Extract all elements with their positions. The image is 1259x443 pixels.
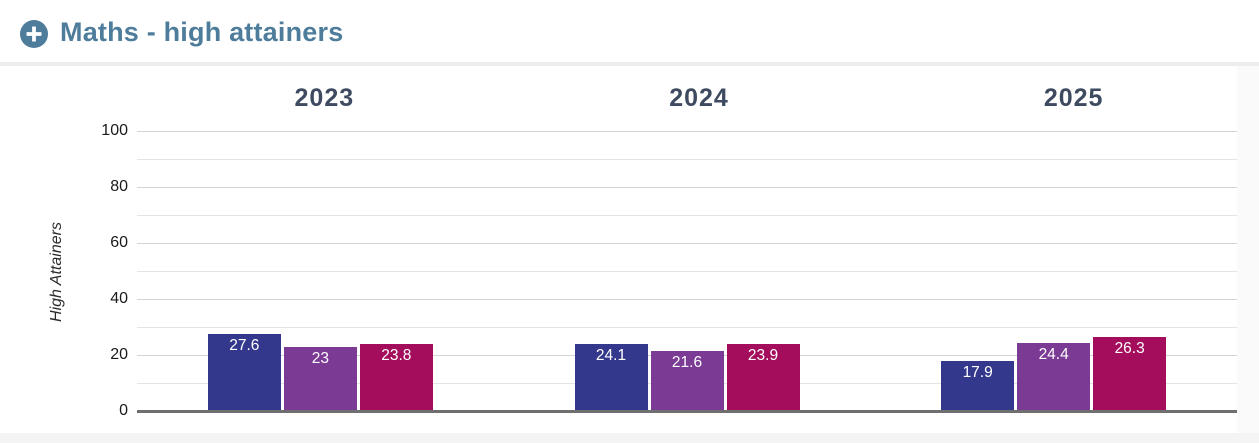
bar-value-label: 24.1 (595, 346, 627, 364)
y-axis-tick-label-80: 80 (110, 178, 128, 195)
bar-purple-2025[interactable]: 24.4 (1017, 342, 1091, 411)
gridline-60 (137, 243, 1237, 244)
gridline-50 (137, 271, 1237, 272)
bar-group-2023: 27.6 23 23.8 (207, 131, 433, 411)
chart-header: Maths - high attainers (0, 0, 1259, 62)
bar-value-label: 23.9 (747, 347, 779, 365)
y-axis-tick-label-60: 60 (110, 234, 128, 251)
right-gutter (1237, 66, 1259, 433)
plot-area: 27.6 23 23.8 24.1 21.6 23.9 17.9 24.4 26.3 (137, 131, 1237, 413)
bar-purple-2024[interactable]: 21.6 (650, 350, 724, 411)
bar-group-2024: 24.1 21.6 23.9 (574, 131, 800, 411)
category-header-2025: 2025 (1043, 84, 1104, 112)
section-divider (0, 62, 1259, 66)
gridline-90 (137, 159, 1237, 160)
plus-circle-icon[interactable] (20, 20, 48, 48)
category-header-2024: 2024 (669, 84, 729, 112)
bar-value-label: 27.6 (229, 336, 260, 354)
gridline-30 (137, 327, 1237, 328)
bar-value-label: 23 (311, 349, 329, 367)
bar-crimson-2023[interactable]: 23.8 (359, 344, 433, 411)
bar-value-label: 17.9 (962, 363, 993, 381)
y-axis-tick-label-40: 40 (110, 290, 128, 307)
bar-group-2025: 17.9 24.4 26.3 (941, 131, 1167, 411)
bar-value-label: 21.6 (671, 353, 703, 371)
gridline-70 (137, 215, 1237, 216)
y-axis-tick-label-0: 0 (119, 402, 128, 419)
y-axis-ticks: 0 20 40 60 80 100 (0, 122, 128, 419)
bar-crimson-2025[interactable]: 26.3 (1093, 337, 1167, 411)
bar-value-label: 26.3 (1114, 340, 1145, 358)
bar-dark-blue-2025[interactable]: 17.9 (941, 360, 1015, 411)
gridline-40 (137, 299, 1237, 300)
bar-dark-blue-2023[interactable]: 27.6 (207, 333, 281, 411)
bar-value-label: 23.8 (381, 347, 412, 365)
bar-crimson-2024[interactable]: 23.9 (726, 344, 800, 411)
x-axis-line (137, 410, 1237, 413)
gridline-100 (137, 131, 1237, 132)
bar-purple-2023[interactable]: 23 (283, 346, 357, 411)
category-header-2023: 2023 (294, 84, 355, 112)
y-axis-tick-label-100: 100 (101, 122, 128, 139)
y-axis-tick-label-20: 20 (110, 346, 128, 363)
gridline-80 (137, 187, 1237, 188)
bar-dark-blue-2024[interactable]: 24.1 (574, 343, 648, 411)
chart-title: Maths - high attainers (60, 17, 344, 47)
bar-value-label: 24.4 (1038, 345, 1069, 363)
bottom-strip (0, 433, 1259, 443)
